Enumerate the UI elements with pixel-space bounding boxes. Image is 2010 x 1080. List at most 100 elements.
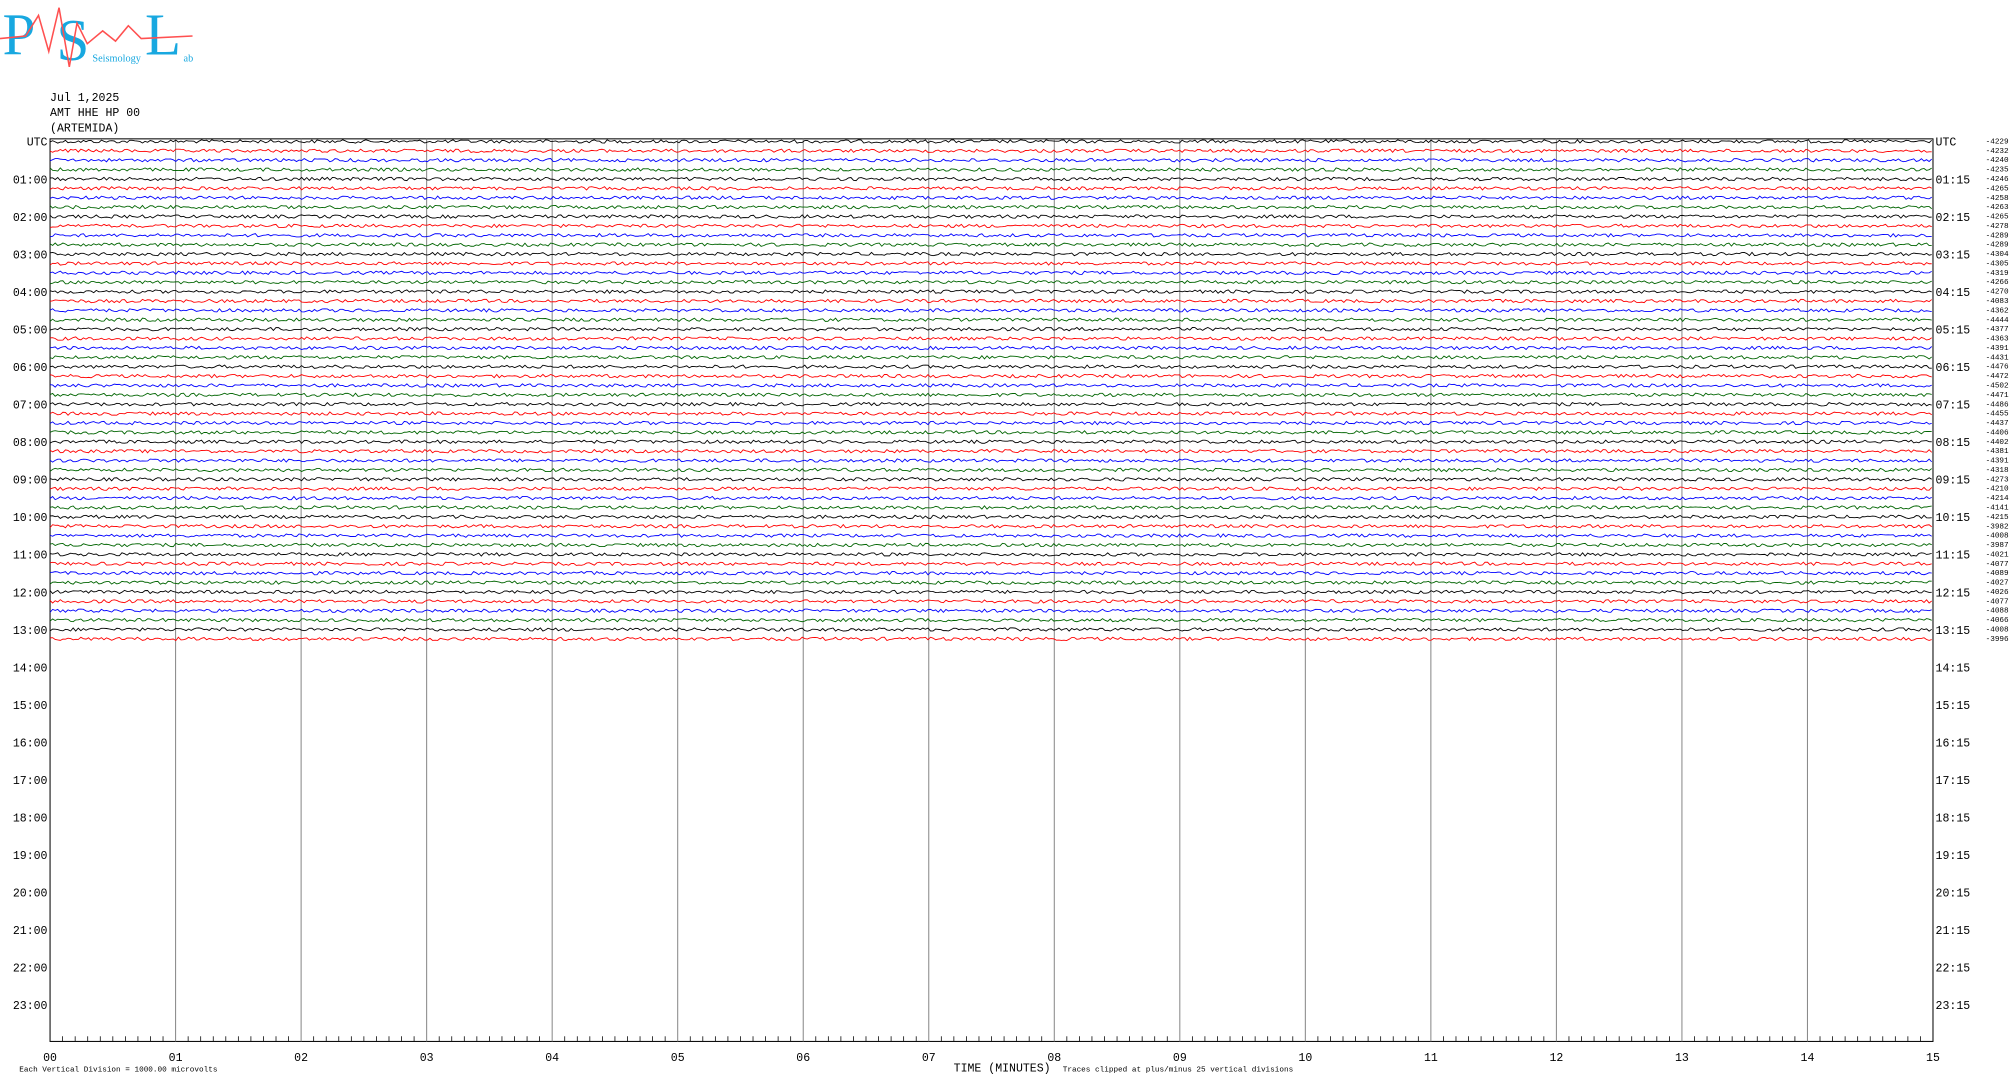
- trace-offset: -4089: [1986, 570, 2009, 578]
- left-label: 21:00: [13, 925, 48, 938]
- logo-text: ab: [184, 53, 194, 64]
- trace: [49, 552, 1932, 557]
- trace: [49, 373, 1932, 379]
- left-label: 10:00: [13, 512, 48, 525]
- station: AMT HHE HP 00: [50, 107, 140, 120]
- left-label: 16:00: [13, 737, 48, 750]
- x-tick-label: 00: [43, 1052, 57, 1065]
- trace-offset: -4066: [1986, 617, 2009, 625]
- right-label: 22:15: [1936, 963, 1971, 976]
- trace: [50, 176, 1932, 182]
- logo: P S L Seismology ab: [0, 2, 193, 73]
- trace: [50, 636, 1932, 642]
- trace-offset: -4391: [1986, 458, 2009, 466]
- right-label: 04:15: [1936, 287, 1971, 300]
- trace-offset: -4141: [1986, 505, 2009, 513]
- right-label: 20:15: [1936, 888, 1971, 901]
- trace-offset: -4289: [1986, 242, 2009, 250]
- trace: [49, 355, 1932, 360]
- left-label: 15:00: [13, 700, 48, 713]
- x-tick-label: 01: [169, 1052, 183, 1065]
- trace: [49, 204, 1932, 210]
- trace: [49, 392, 1932, 398]
- trace-offset: -4486: [1986, 401, 2009, 409]
- trace: [49, 448, 1933, 454]
- trace-offset: -4278: [1986, 223, 2009, 231]
- left-label: 09:00: [13, 475, 48, 488]
- trace-offset: -4377: [1986, 326, 2009, 334]
- trace: [49, 401, 1932, 407]
- left-label: 01:00: [13, 174, 48, 187]
- trace: [49, 608, 1932, 614]
- right-label: 19:15: [1936, 850, 1971, 863]
- logo-text: Seismology: [92, 53, 141, 64]
- logo-letter: L: [145, 2, 181, 68]
- x-tick-label: 14: [1801, 1052, 1815, 1065]
- trace-offset: -4083: [1986, 298, 2009, 306]
- trace: [49, 214, 1932, 219]
- trace-offset: -4363: [1986, 336, 2009, 344]
- trace-offset: -4214: [1986, 495, 2009, 503]
- x-tick-label: 03: [420, 1052, 434, 1065]
- trace: [49, 533, 1932, 539]
- trace: [49, 364, 1932, 369]
- trace: [49, 157, 1933, 163]
- trace-offset: -4027: [1986, 580, 2009, 588]
- footer-clip: Traces clipped at plus/minus 25 vertical…: [1063, 1067, 1293, 1075]
- trace-offset: -4026: [1986, 589, 2009, 597]
- trace-offset: -4232: [1986, 148, 2009, 156]
- logo-wave: [0, 7, 193, 67]
- trace-offset: -4455: [1986, 411, 2009, 419]
- trace: [49, 195, 1932, 201]
- trace: [49, 580, 1932, 585]
- x-tick-label: 06: [796, 1052, 810, 1065]
- trace: [49, 167, 1932, 172]
- left-label: 22:00: [13, 963, 48, 976]
- right-label: 08:15: [1936, 437, 1971, 450]
- right-label: 01:15: [1936, 174, 1971, 187]
- x-tick-label: 12: [1549, 1052, 1563, 1065]
- left-label: 04:00: [13, 287, 48, 300]
- trace-offset: -4304: [1986, 251, 2009, 259]
- trace: [49, 420, 1932, 426]
- trace: [49, 298, 1932, 304]
- trace-offset: -4476: [1986, 364, 2009, 372]
- x-tick-label: 11: [1424, 1052, 1438, 1065]
- trace-offset: -4502: [1986, 382, 2009, 390]
- trace: [49, 505, 1932, 510]
- trace: [50, 336, 1932, 341]
- trace-offset: -4265: [1986, 214, 2009, 222]
- trace: [49, 139, 1933, 144]
- trace-offset: -4210: [1986, 486, 2009, 494]
- trace-offset: -4471: [1986, 392, 2009, 400]
- right-label: 17:15: [1936, 775, 1971, 788]
- trace-offset: -4273: [1986, 476, 2009, 484]
- trace: [49, 279, 1932, 285]
- right-label: 10:15: [1936, 512, 1971, 525]
- right-label: 18:15: [1936, 813, 1971, 826]
- trace: [49, 232, 1932, 238]
- trace: [49, 495, 1932, 501]
- trace: [50, 514, 1932, 520]
- trace-offset: -4266: [1986, 279, 2009, 287]
- left-label: 13:00: [13, 625, 48, 638]
- trace: [49, 599, 1932, 604]
- x-tick-label: 15: [1926, 1052, 1940, 1065]
- x-tick-label: 09: [1173, 1052, 1187, 1065]
- x-tick-label: 05: [671, 1052, 685, 1065]
- right-label: 02:15: [1936, 212, 1971, 225]
- left-label: 06:00: [13, 362, 48, 375]
- trace-offset: -3982: [1986, 523, 2009, 531]
- trace-offset: -4088: [1986, 608, 2009, 616]
- date: Jul 1,2025: [50, 92, 119, 105]
- trace: [49, 439, 1932, 445]
- x-tick-label: 07: [922, 1052, 936, 1065]
- left-label: 14:00: [13, 662, 48, 675]
- trace-offset: -4362: [1986, 307, 2009, 315]
- left-label: 17:00: [13, 775, 48, 788]
- right-label: 07:15: [1936, 400, 1971, 413]
- trace: [50, 251, 1932, 257]
- right-label: 03:15: [1936, 249, 1971, 262]
